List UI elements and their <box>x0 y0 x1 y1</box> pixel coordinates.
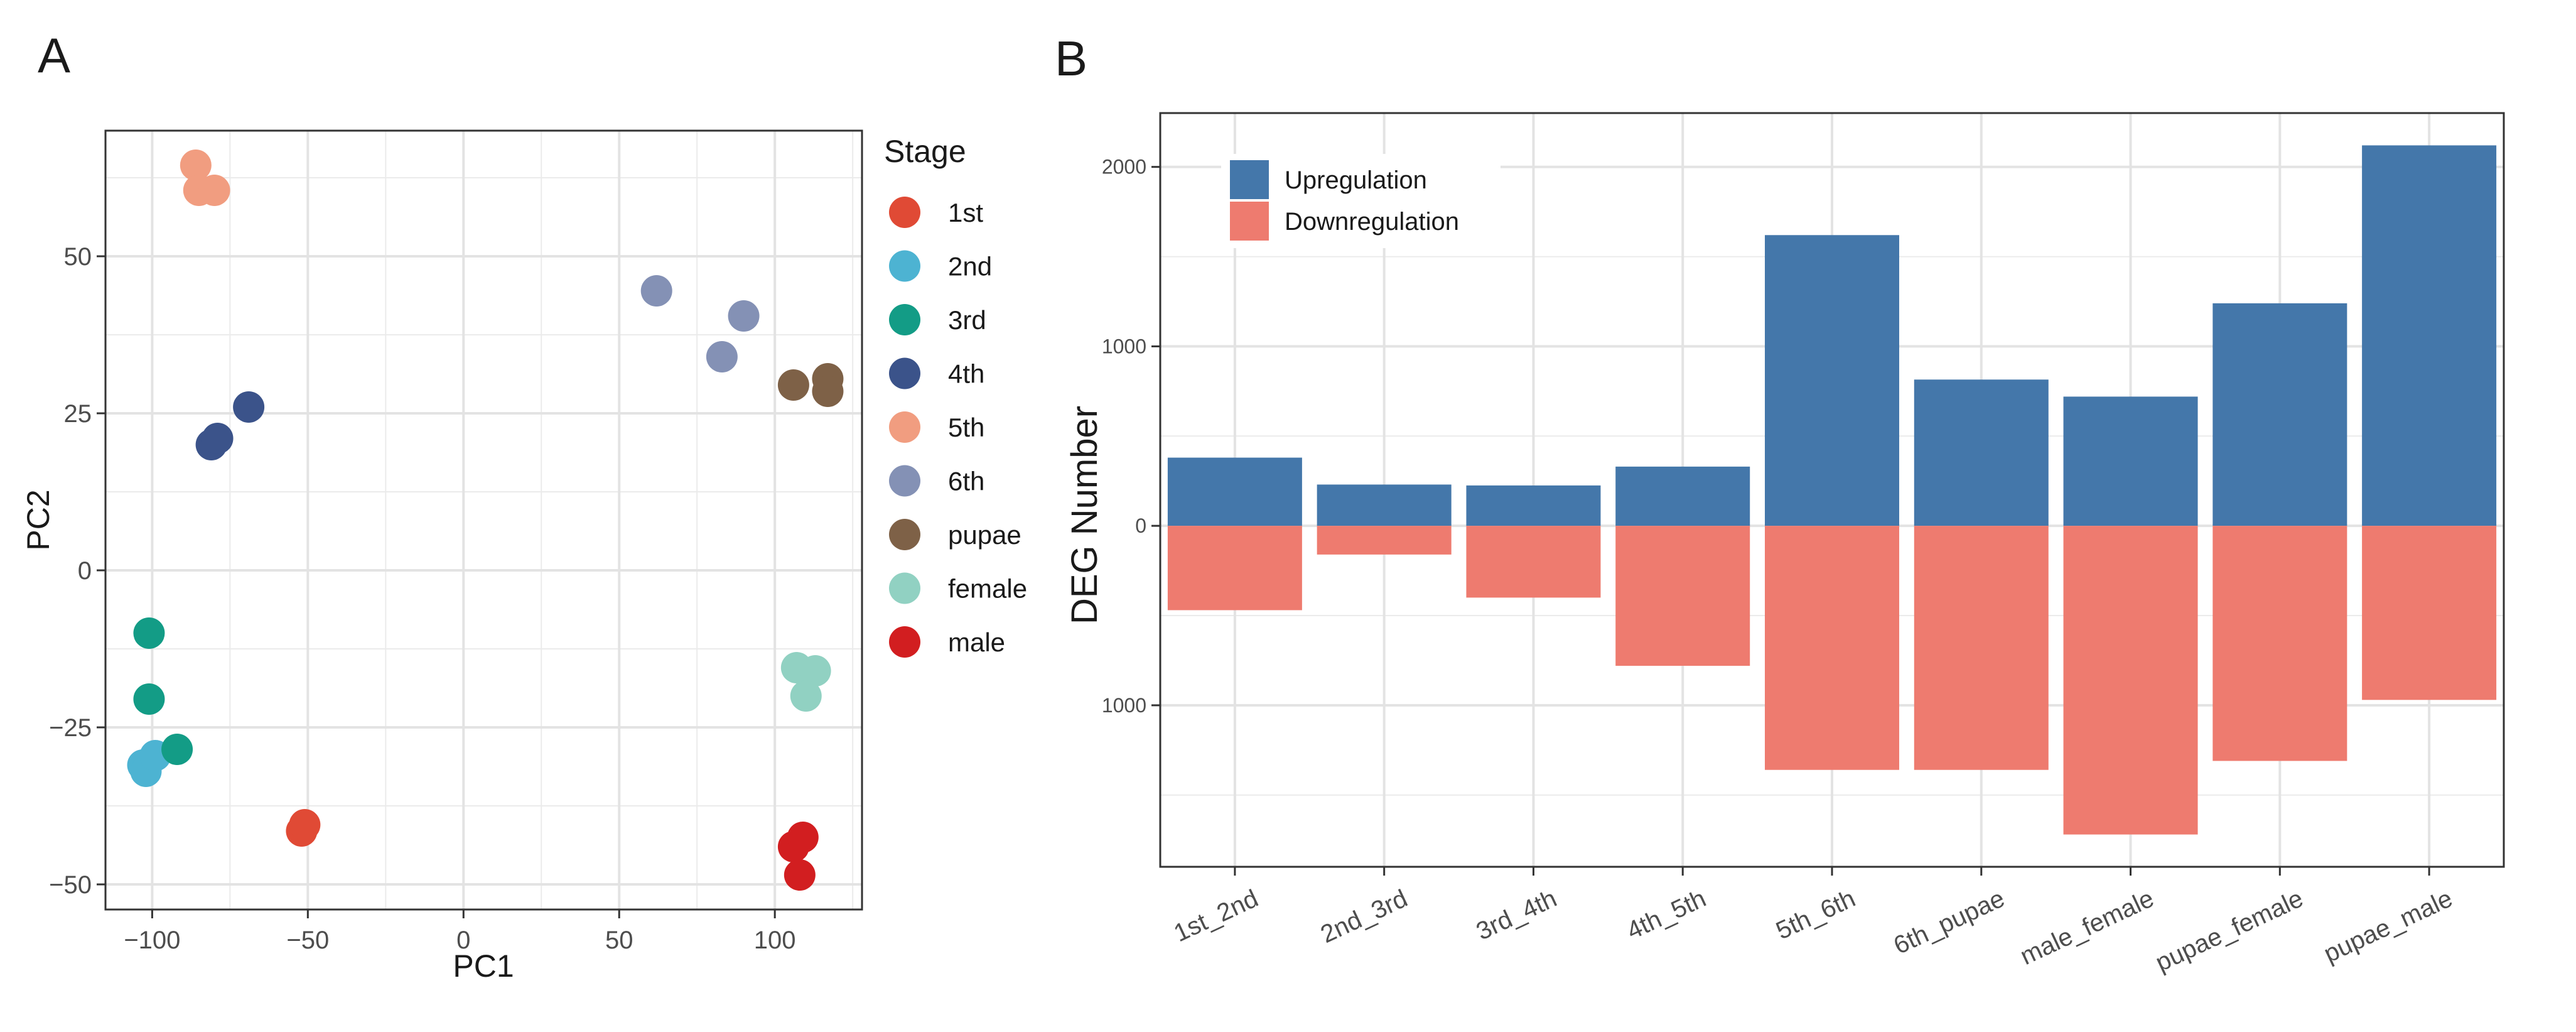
pca-point-female <box>790 680 822 712</box>
deg-legend-label-upregulation: Upregulation <box>1285 166 1427 194</box>
pca-point-male <box>787 822 819 853</box>
deg-bar-up-5th_6th <box>1765 235 1899 526</box>
pca-legend-label-6th: 6th <box>948 467 984 496</box>
pca-point-5th <box>180 149 212 181</box>
pca-point-4th <box>202 423 234 454</box>
deg-bar-up-pupae_male <box>2362 145 2497 526</box>
pca-legend: Stage 1st 2nd 3rd 4th 5th 6th pupae female male <box>884 134 1027 658</box>
deg-legend: Upregulation Downregulation <box>1221 154 1501 248</box>
deg-bar-up-6th_pupae <box>1914 379 2049 526</box>
pca-gridlines <box>105 131 862 910</box>
pca-legend-label-4th: 4th <box>948 359 984 389</box>
pca-point-6th <box>728 300 760 332</box>
pca-point-4th <box>233 391 265 423</box>
deg-y-tick-label: 2000 <box>1102 156 1146 178</box>
pca-legend-label-2nd: 2nd <box>948 252 992 281</box>
deg-bar-down-5th_6th <box>1765 526 1899 770</box>
pca-y-axis-label: PC2 <box>21 489 56 550</box>
pca-legend-label-pupae: pupae <box>948 520 1021 550</box>
pca-x-tick-label: 100 <box>754 926 796 954</box>
pca-x-tick-label: 0 <box>456 926 470 954</box>
pca-point-pupae <box>777 369 809 401</box>
pca-scatter-panel: −100 −50 0 50 100 −50 −25 0 25 50 PC1 PC2 Stage … <box>21 129 1027 984</box>
pca-y-tick-label: 25 <box>64 400 92 428</box>
deg-legend-key-upregulation <box>1230 160 1269 199</box>
pca-y-tick-label: 0 <box>78 557 92 585</box>
pca-legend-key-female <box>889 572 920 604</box>
pca-legend-key-6th <box>889 465 920 497</box>
deg-bar-down-4th_5th <box>1615 526 1750 666</box>
pca-x-tick-label: −50 <box>286 926 329 954</box>
pca-legend-key-2nd <box>889 250 920 282</box>
pca-point-3rd <box>133 683 165 715</box>
pca-x-axis-label: PC1 <box>453 948 514 984</box>
deg-y-tick-label: 1000 <box>1102 335 1146 357</box>
deg-bar-down-pupae_male <box>2362 526 2497 700</box>
pca-point-1st <box>289 809 321 840</box>
pca-x-tick-label: 50 <box>605 926 633 954</box>
deg-y-tick-label: 0 <box>1135 514 1146 537</box>
panel-label-a: A <box>38 28 70 83</box>
pca-point-pupae <box>812 376 844 407</box>
pca-x-tick-label: −100 <box>124 926 180 954</box>
deg-y-tick-label: 1000 <box>1102 694 1146 717</box>
pca-legend-label-3rd: 3rd <box>948 305 986 335</box>
deg-bar-down-3rd_4th <box>1466 526 1601 598</box>
pca-points <box>127 149 844 891</box>
deg-bar-up-male_female <box>2063 396 2198 526</box>
deg-legend-key-downregulation <box>1230 202 1269 241</box>
panel-label-b: B <box>1055 31 1087 86</box>
pca-legend-key-5th <box>889 411 920 443</box>
pca-point-6th <box>640 275 672 307</box>
pca-panel-border <box>104 129 863 911</box>
pca-legend-key-pupae <box>889 519 920 550</box>
deg-bar-up-4th_5th <box>1615 466 1750 526</box>
deg-bar-up-2nd_3rd <box>1317 484 1452 526</box>
deg-bar-down-male_female <box>2063 526 2198 835</box>
pca-y-tick-label: −50 <box>49 871 92 899</box>
pca-legend-key-4th <box>889 357 920 389</box>
pca-plot-area <box>105 131 862 910</box>
pca-legend-label-1st: 1st <box>948 198 983 227</box>
deg-bar-down-2nd_3rd <box>1317 526 1452 555</box>
deg-bar-up-3rd_4th <box>1466 485 1601 526</box>
pca-legend-key-3rd <box>889 304 920 335</box>
pca-legend-key-male <box>889 626 920 658</box>
pca-legend-label-female: female <box>948 574 1027 604</box>
deg-y-axis-label: DEG Number <box>1064 406 1105 624</box>
pca-point-female <box>799 655 831 687</box>
pca-legend-key-1st <box>889 197 920 228</box>
deg-bar-up-pupae_female <box>2212 303 2347 526</box>
deg-bars <box>1167 145 2497 835</box>
deg-bar-down-1st_2nd <box>1167 526 1302 611</box>
deg-bar-down-6th_pupae <box>1914 526 2049 770</box>
pca-x-ticks: −100 −50 0 50 100 <box>124 910 796 954</box>
pca-y-ticks: −50 −25 0 25 50 <box>49 243 105 899</box>
pca-legend-label-male: male <box>948 627 1005 657</box>
pca-legend-label-5th: 5th <box>948 413 984 442</box>
pca-y-tick-label: −25 <box>49 714 92 742</box>
deg-bar-up-1st_2nd <box>1167 457 1302 526</box>
deg-bar-down-pupae_female <box>2212 526 2347 761</box>
pca-y-tick-label: 50 <box>64 243 92 271</box>
pca-point-3rd <box>133 617 165 649</box>
pca-point-3rd <box>161 734 193 765</box>
pca-legend-title: Stage <box>884 134 966 169</box>
pca-point-male <box>784 859 816 891</box>
pca-point-6th <box>706 341 738 372</box>
deg-y-ticks: 2000 1000 0 1000 <box>1102 156 1160 717</box>
deg-legend-label-downregulation: Downregulation <box>1285 208 1459 236</box>
pca-point-5th <box>198 175 230 206</box>
